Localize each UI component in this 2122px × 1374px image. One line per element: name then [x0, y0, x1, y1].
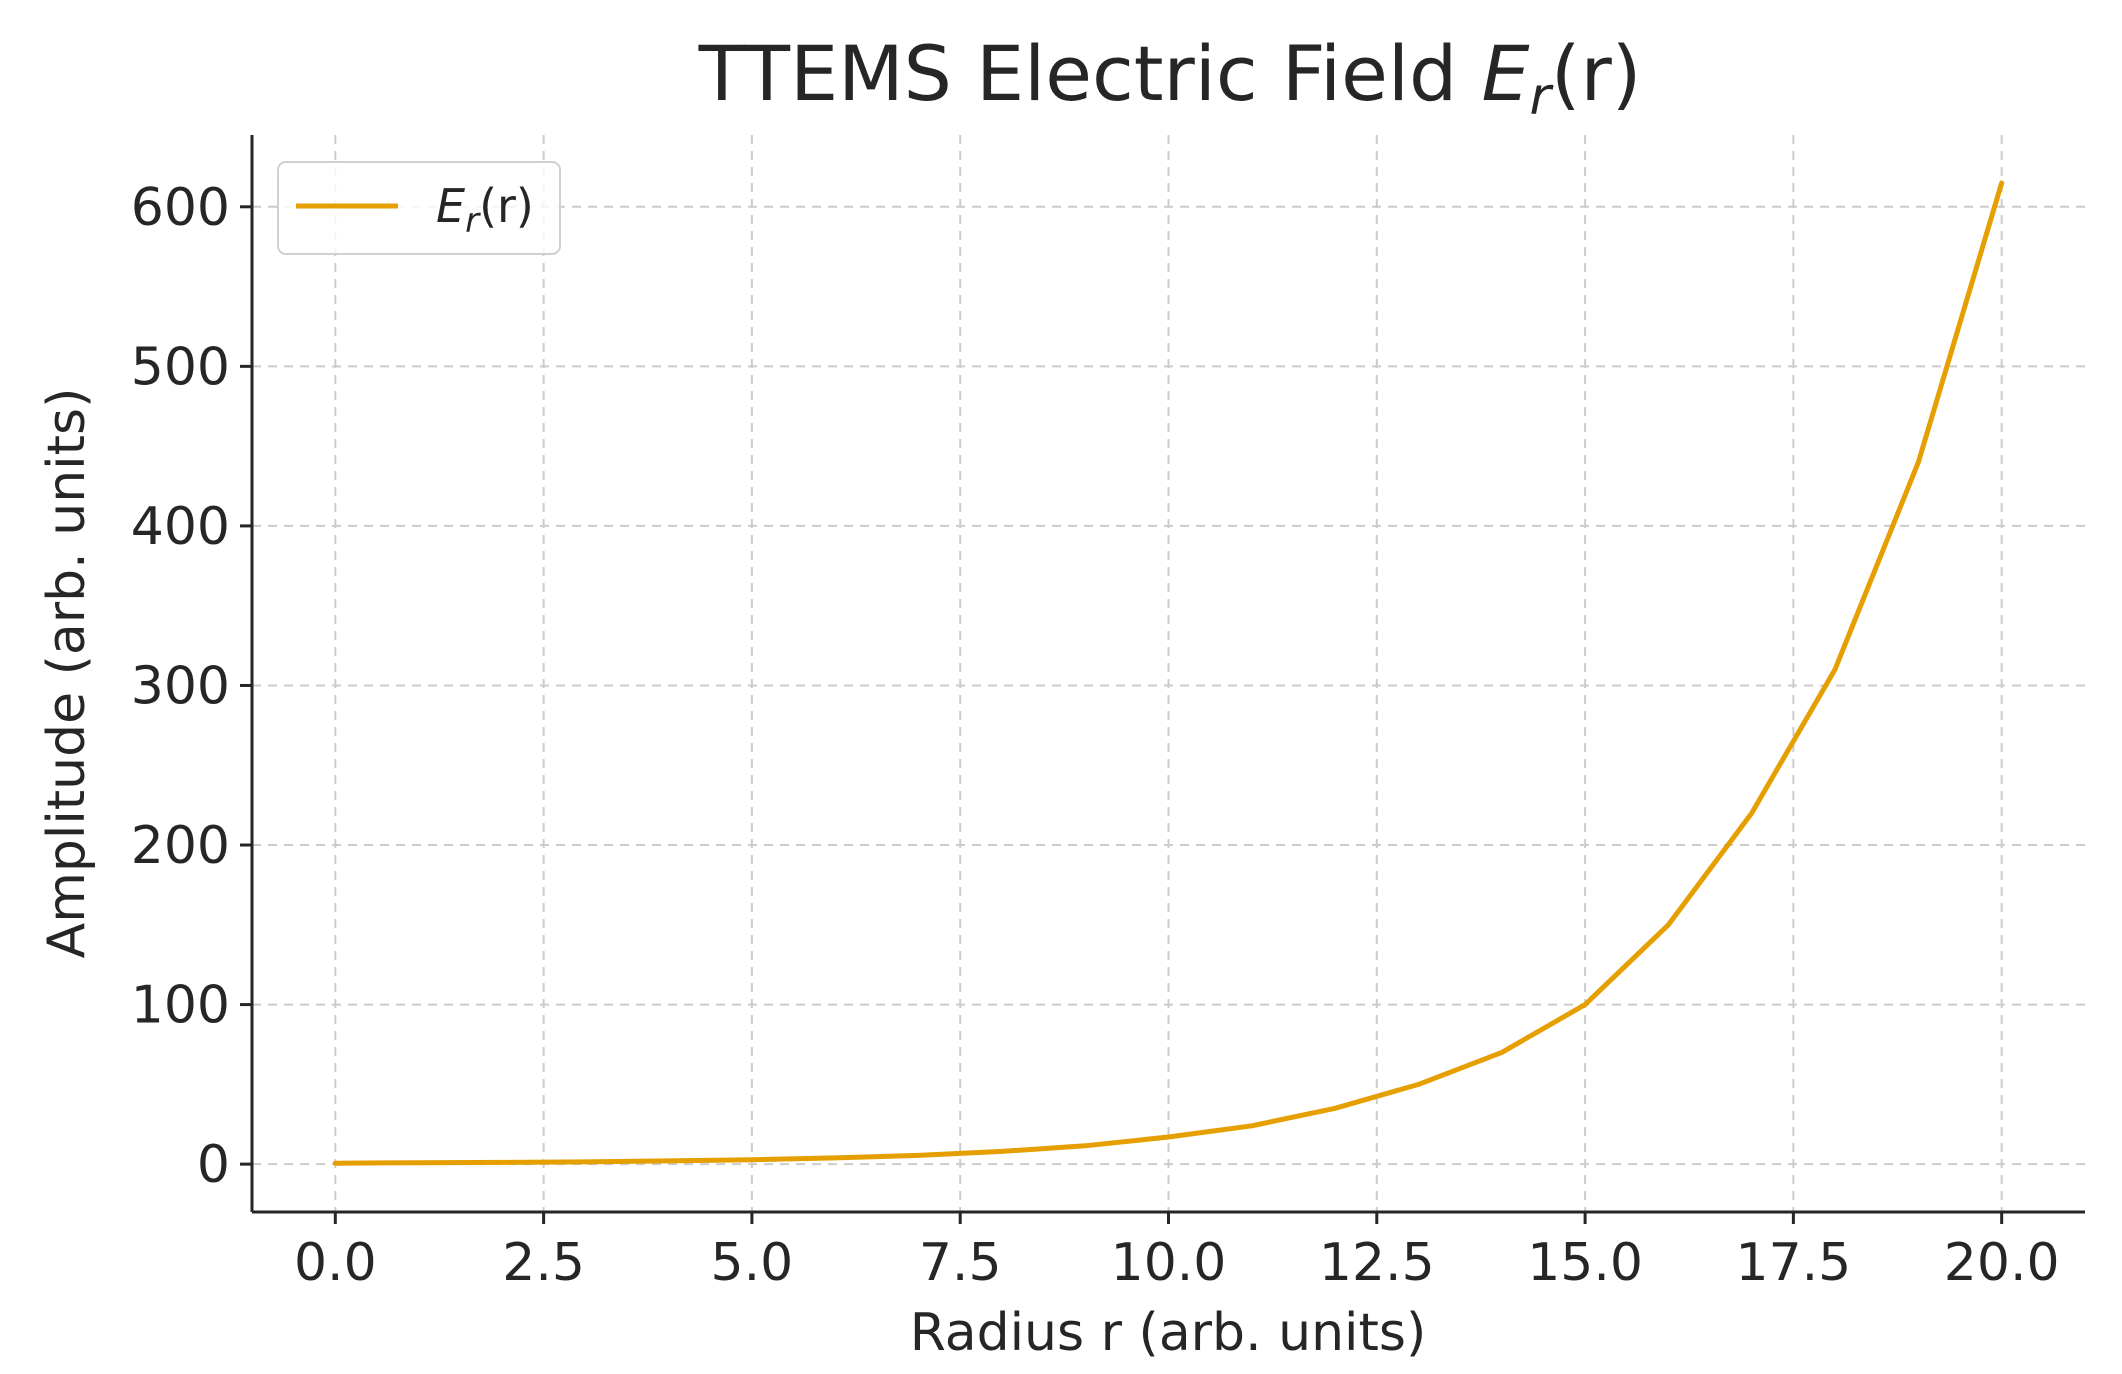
x-tick-label: 7.5	[919, 1233, 1002, 1293]
legend: Er(r)	[277, 161, 561, 255]
series-line	[332, 180, 2005, 1166]
y-axis-label: Amplitude (arb. units)	[37, 388, 97, 959]
y-tick-label: 600	[131, 178, 230, 238]
y-tick-label: 100	[131, 976, 230, 1036]
y-tick-label: 500	[131, 337, 230, 397]
x-tick-label: 2.5	[502, 1233, 585, 1293]
x-axis-label: Radius r (arb. units)	[910, 1303, 1427, 1363]
x-tick-label: 0.0	[294, 1233, 377, 1293]
y-tick-label: 300	[131, 656, 230, 716]
x-tick-label: 20.0	[1944, 1233, 2060, 1293]
chart-title: TTEMS Electric Field Er(r)	[698, 29, 1642, 127]
x-tick-label: 12.5	[1319, 1233, 1435, 1293]
x-grid-lines	[334, 135, 2003, 1212]
y-axis-ticks: 0 100 200 300 400 500 600	[131, 178, 252, 1195]
series-group	[332, 180, 2005, 1166]
x-axis-ticks: 0.0 2.5 5.0 7.5 10.0 12.5 15.0 17.5 20.0	[294, 1212, 2060, 1293]
x-tick-label: 10.0	[1111, 1233, 1227, 1293]
x-tick-label: 15.0	[1527, 1233, 1643, 1293]
x-tick-label: 17.5	[1735, 1233, 1851, 1293]
y-tick-label: 400	[131, 497, 230, 557]
legend-label: Er(r)	[436, 179, 534, 241]
x-tick-label: 5.0	[711, 1233, 794, 1293]
y-tick-label: 200	[131, 816, 230, 876]
y-tick-label: 0	[197, 1135, 230, 1195]
legend-box	[277, 161, 561, 255]
